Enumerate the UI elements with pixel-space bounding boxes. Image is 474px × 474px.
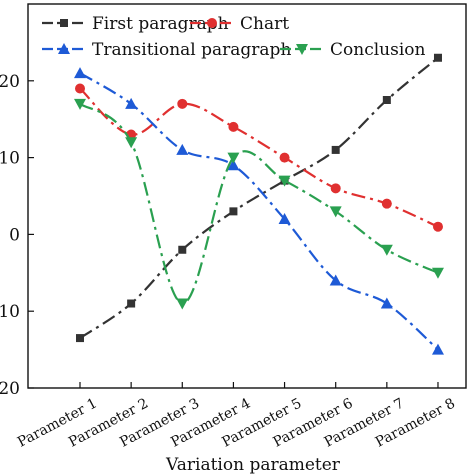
data-point bbox=[228, 121, 239, 132]
legend-entry: Conclusion bbox=[280, 40, 425, 60]
legend: First paragraph Chart Transitional paragra… bbox=[42, 14, 425, 60]
data-point bbox=[432, 221, 443, 232]
data-point bbox=[431, 343, 444, 355]
data-point bbox=[278, 175, 291, 187]
legend-entry: First paragraph bbox=[42, 14, 229, 34]
plot-border bbox=[27, 3, 467, 389]
data-point bbox=[279, 152, 290, 163]
data-point bbox=[433, 53, 442, 62]
data-point bbox=[74, 67, 86, 79]
data-point bbox=[382, 96, 391, 104]
data-point bbox=[125, 97, 138, 109]
data-point bbox=[177, 98, 188, 109]
data-point bbox=[74, 98, 86, 110]
legend-entry: Transitional paragraph bbox=[42, 40, 291, 60]
legend-swatch-marker bbox=[60, 19, 68, 27]
data-point bbox=[278, 213, 291, 225]
legend-label: Transitional paragraph bbox=[92, 40, 291, 60]
data-point bbox=[227, 159, 240, 171]
data-point bbox=[331, 145, 340, 154]
data-point bbox=[329, 206, 342, 218]
legend-label: Chart bbox=[240, 14, 289, 34]
data-point bbox=[125, 137, 138, 149]
legend-swatch-marker bbox=[207, 18, 217, 28]
series-2 bbox=[75, 83, 443, 232]
series-3 bbox=[74, 67, 444, 355]
data-point bbox=[178, 245, 187, 254]
data-point bbox=[229, 207, 238, 216]
legend-swatch-marker bbox=[58, 43, 70, 54]
x-axis-title: Variation parameter bbox=[165, 455, 341, 474]
legend-label: Conclusion bbox=[330, 40, 425, 60]
y-tick-label: 10 bbox=[0, 302, 20, 322]
plot-frame bbox=[27, 3, 467, 389]
y-tick-label: 10 bbox=[0, 149, 20, 169]
series-4 bbox=[74, 98, 444, 310]
series-line bbox=[79, 87, 439, 228]
data-point bbox=[127, 299, 136, 308]
series-line bbox=[79, 102, 439, 305]
data-point bbox=[176, 143, 189, 155]
data-point bbox=[330, 183, 341, 194]
data-point bbox=[76, 334, 84, 343]
data-point bbox=[381, 198, 392, 209]
data-point bbox=[380, 244, 393, 256]
data-point bbox=[176, 298, 189, 310]
y-axis: 20 10 0 10 20 bbox=[0, 72, 34, 399]
y-tick-label: 20 bbox=[0, 72, 20, 92]
data-point bbox=[75, 83, 85, 94]
data-point bbox=[431, 267, 444, 279]
legend-swatch-marker bbox=[296, 44, 308, 55]
data-point bbox=[329, 274, 342, 286]
legend-label: First paragraph bbox=[92, 14, 229, 34]
y-tick-label: 0 bbox=[9, 225, 20, 245]
data-point bbox=[227, 152, 240, 164]
legend-entry: Chart bbox=[190, 14, 289, 34]
series-layer bbox=[74, 53, 444, 355]
y-tick-label: 20 bbox=[0, 379, 20, 399]
data-point bbox=[380, 297, 393, 309]
